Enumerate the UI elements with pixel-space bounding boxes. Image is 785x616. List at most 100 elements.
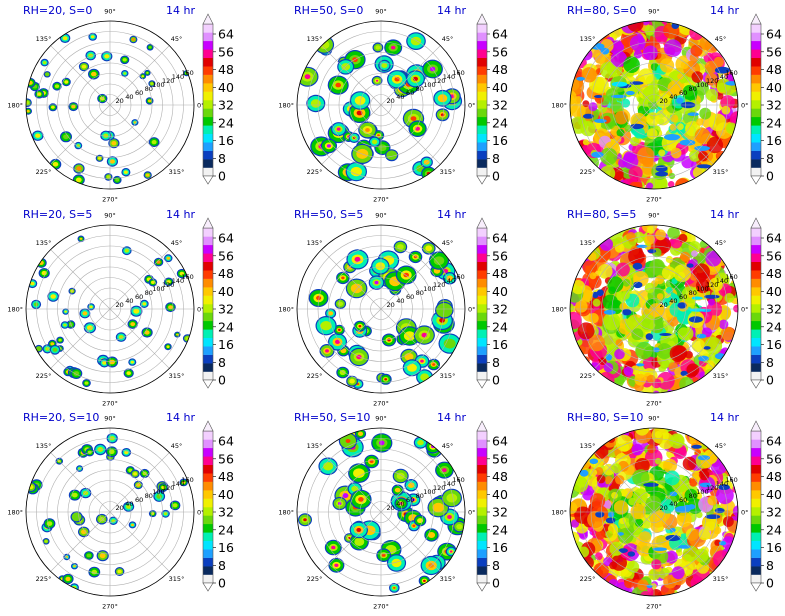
polar-outline [296, 20, 466, 190]
colorbar-segment [751, 278, 761, 288]
angle-tick-label: 180° [7, 509, 23, 517]
colorbar-segment [203, 439, 213, 449]
precip-cell [453, 520, 465, 533]
precip-cell [379, 373, 392, 385]
precip-cell [638, 531, 652, 544]
angle-tick-label: 225° [580, 575, 596, 583]
colorbar-tick-label: 24 [218, 522, 234, 537]
panel-time-label: 14 hr [166, 208, 195, 221]
colorbar-segment [477, 83, 487, 92]
precip-cell [318, 457, 338, 476]
angle-tick-label: 45° [171, 442, 183, 450]
precip-cell [591, 76, 609, 94]
colorbar-tick-label: 32 [766, 505, 782, 520]
colorbar-tick-label: 32 [218, 505, 234, 520]
panel-title: RH=50, S=10 [294, 411, 370, 424]
colorbar-segment [477, 57, 487, 67]
colorbar-segment [751, 557, 761, 567]
colorbar-segment [477, 320, 487, 330]
precip-cell [658, 149, 666, 157]
precip-cell [707, 495, 718, 506]
precip-cell [164, 254, 173, 263]
colorbar-segment [477, 270, 487, 279]
precip-cell [101, 51, 113, 62]
precip-cell [421, 166, 437, 181]
radial-tick-label: 40 [125, 500, 133, 508]
precip-cell [613, 500, 629, 515]
radial-tick-label: 120 [162, 484, 174, 492]
precip-cell [632, 262, 643, 270]
precip-cell [88, 68, 100, 80]
colorbar-segment [203, 278, 213, 288]
grid-spoke [321, 452, 382, 513]
colorbar-tick-label: 56 [218, 248, 234, 263]
precip-cell [694, 81, 709, 96]
colorbar-segment [477, 304, 487, 313]
grid-spoke [50, 308, 111, 369]
precip-cell [688, 316, 703, 323]
colorbar-tick-label: 48 [766, 62, 782, 77]
colorbar-tick-label: 24 [218, 319, 234, 334]
colorbar-extend-min [750, 175, 762, 185]
precip-cell [654, 431, 663, 439]
precip-cell [589, 458, 599, 465]
colorbar-segment [751, 329, 761, 338]
colorbar-segment [203, 456, 213, 465]
colorbar-segment [203, 270, 213, 279]
angle-tick-label: 45° [715, 35, 727, 43]
colorbar-tick-label: 40 [492, 80, 508, 95]
colorbar-segment [477, 337, 487, 347]
colorbar-segment [477, 253, 487, 262]
colorbar-tick-label: 16 [766, 540, 782, 555]
precip-cell [655, 171, 668, 177]
precip-cell [670, 147, 682, 159]
precip-cell [614, 110, 629, 125]
colorbar-segment [203, 32, 213, 42]
precip-cell [627, 560, 640, 574]
precip-cell [691, 444, 702, 449]
precip-cell [627, 21, 644, 32]
colorbar-segment [203, 228, 213, 237]
precip-cell [371, 257, 390, 275]
precip-cell [636, 244, 648, 249]
colorbar-segment [477, 447, 487, 457]
precip-cell [676, 511, 692, 528]
colorbar-extend-max [750, 420, 762, 432]
colorbar-segment [203, 244, 213, 254]
precip-cell [582, 100, 590, 107]
precip-cell [350, 489, 372, 510]
colorbar-tick-label: 64 [218, 27, 234, 42]
colorbar-tick-label: 0 [218, 576, 226, 591]
precip-cell [698, 528, 711, 541]
radial-tick-label: 160 [181, 69, 193, 77]
precip-cell [577, 322, 595, 340]
precip-cell [47, 291, 59, 302]
precip-cell [708, 298, 715, 306]
colorbar-tick-label: 16 [492, 540, 508, 555]
radial-tick-label: 100 [152, 488, 164, 496]
grid-spoke [594, 308, 655, 369]
colorbar-extend-min [476, 175, 488, 185]
precip-cell [308, 289, 329, 307]
radial-tick-label: 140 [716, 277, 728, 285]
precip-cell [74, 141, 83, 150]
radial-tick-label: 160 [725, 476, 737, 484]
precip-cell [96, 550, 109, 562]
colorbar-segment [751, 549, 761, 558]
colorbar-tick-label: 16 [766, 133, 782, 148]
precip-cell [699, 470, 710, 481]
precip-cell [615, 434, 633, 452]
precip-cell [707, 360, 714, 367]
radial-tick-label: 160 [181, 476, 193, 484]
grid-spoke [109, 104, 170, 165]
radial-tick-label: 80 [416, 85, 424, 93]
precip-cell [647, 226, 655, 235]
colorbar-extend-max [202, 217, 214, 229]
radial-tick-label: 100 [696, 81, 708, 89]
precip-cell [408, 120, 427, 137]
colorbar-segment [203, 91, 213, 101]
